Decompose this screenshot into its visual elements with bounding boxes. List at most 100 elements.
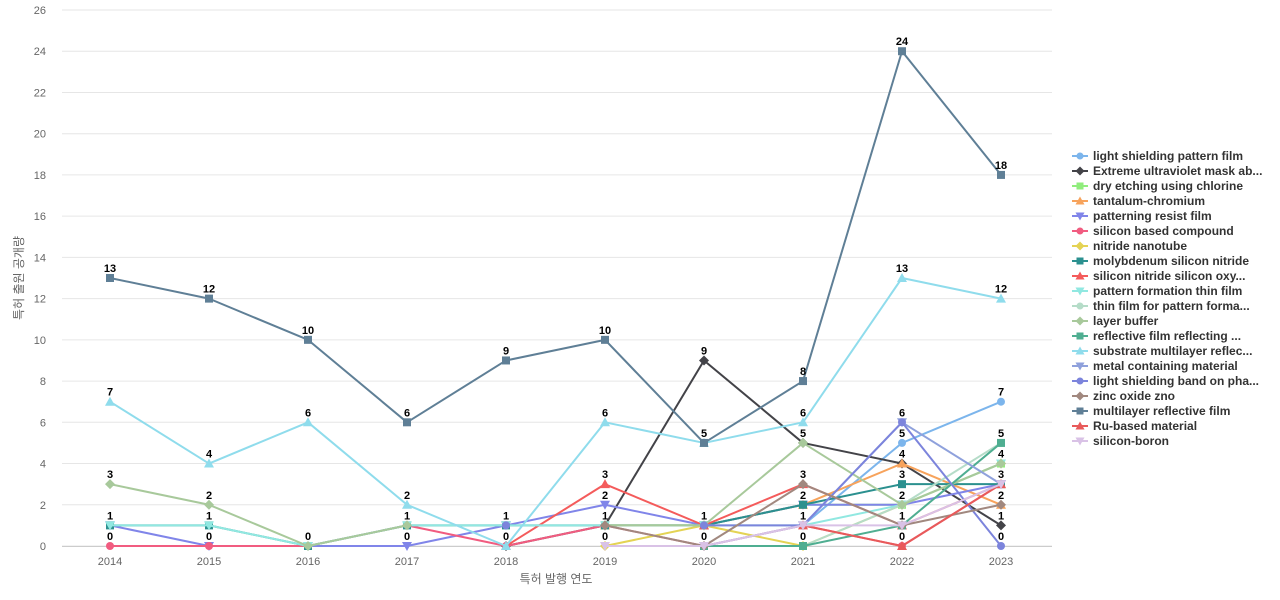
legend-item[interactable]: pattern formation thin film bbox=[1072, 284, 1242, 298]
data-point bbox=[205, 294, 213, 303]
data-label: 3 bbox=[899, 469, 905, 481]
data-label: 2 bbox=[206, 490, 212, 502]
legend-label: zinc oxide zno bbox=[1093, 389, 1175, 403]
data-point bbox=[600, 479, 610, 489]
y-tick-label: 20 bbox=[34, 129, 46, 141]
series-line bbox=[109, 50, 1002, 444]
data-label: 0 bbox=[206, 531, 212, 543]
legend-label: dry etching using chlorine bbox=[1093, 179, 1243, 193]
data-label: 1 bbox=[998, 510, 1004, 522]
y-tick-label: 8 bbox=[40, 376, 46, 388]
data-point bbox=[997, 170, 1005, 179]
legend-item[interactable]: patterning resist film bbox=[1072, 209, 1212, 223]
data-label: 1 bbox=[503, 510, 509, 522]
legend-item[interactable]: substrate multilayer reflec... bbox=[1072, 344, 1252, 358]
data-point bbox=[996, 499, 1006, 510]
data-label: 13 bbox=[896, 263, 908, 275]
data-point bbox=[600, 500, 610, 510]
x-tick-label: 2019 bbox=[593, 556, 617, 568]
data-point bbox=[700, 521, 708, 530]
legend-item[interactable]: molybdenum silicon nitride bbox=[1072, 254, 1249, 268]
x-tick-label: 2015 bbox=[197, 556, 221, 568]
data-label: 4 bbox=[998, 449, 1005, 461]
data-point bbox=[105, 479, 115, 490]
x-axis: 2014 2015 2016 2017 2018 2019 2020 2021 2022 2023 bbox=[62, 546, 1052, 568]
legend-item[interactable]: multilayer reflective film bbox=[1072, 404, 1230, 418]
series-line bbox=[109, 277, 1002, 547]
legend-item[interactable]: reflective film reflecting ... bbox=[1072, 329, 1241, 343]
y-tick-label: 14 bbox=[34, 252, 46, 264]
legend-marker bbox=[1076, 182, 1084, 190]
data-label: 1 bbox=[206, 510, 212, 522]
x-axis-title: 특허 발행 연도 bbox=[520, 571, 593, 586]
x-tick-label: 2020 bbox=[692, 556, 716, 568]
data-point bbox=[798, 437, 808, 448]
legend-item[interactable]: silicon-boron bbox=[1072, 434, 1169, 448]
data-label: 6 bbox=[899, 407, 905, 419]
data-point bbox=[898, 47, 906, 56]
legend-label: silicon-boron bbox=[1093, 434, 1169, 448]
legend-label: multilayer reflective film bbox=[1093, 404, 1230, 418]
data-point bbox=[897, 499, 907, 510]
data-point bbox=[501, 541, 511, 550]
series-group bbox=[105, 47, 1006, 551]
legend-item[interactable]: metal containing material bbox=[1072, 359, 1238, 373]
y-tick-label: 24 bbox=[34, 46, 46, 58]
data-label: 0 bbox=[701, 531, 707, 543]
grid-lines bbox=[62, 9, 1052, 547]
legend-marker bbox=[1075, 241, 1085, 251]
data-label: 1 bbox=[107, 510, 113, 522]
data-label: 8 bbox=[800, 366, 806, 378]
legend-label: substrate multilayer reflec... bbox=[1093, 344, 1252, 358]
data-point bbox=[502, 521, 510, 530]
data-point bbox=[897, 458, 907, 468]
legend-item[interactable]: silicon based compound bbox=[1072, 224, 1234, 238]
data-point bbox=[601, 335, 609, 344]
y-tick-label: 22 bbox=[34, 87, 46, 99]
data-label: 1 bbox=[899, 510, 905, 522]
legend-label: silicon based compound bbox=[1093, 224, 1234, 238]
series-layer-buffer bbox=[105, 437, 1006, 551]
y-tick-label: 16 bbox=[34, 211, 46, 223]
legend-marker bbox=[1075, 437, 1085, 446]
legend-label: thin film for pattern forma... bbox=[1093, 299, 1250, 313]
legend-item[interactable]: zinc oxide zno bbox=[1072, 389, 1175, 403]
legend-label: molybdenum silicon nitride bbox=[1093, 254, 1249, 268]
legend-item[interactable]: silicon nitride silicon oxy... bbox=[1072, 269, 1245, 283]
series-extreme-ultraviolet-mask-ab bbox=[501, 355, 1006, 551]
data-point bbox=[600, 417, 610, 427]
legend-item[interactable]: Ru-based material bbox=[1072, 419, 1197, 433]
data-label: 0 bbox=[800, 531, 806, 543]
data-point bbox=[798, 479, 808, 490]
data-label: 0 bbox=[602, 531, 608, 543]
data-point bbox=[106, 542, 114, 550]
legend-item[interactable]: layer buffer bbox=[1072, 314, 1159, 328]
legend-item[interactable]: thin film for pattern forma... bbox=[1072, 299, 1250, 313]
data-point bbox=[105, 396, 115, 406]
data-label: 0 bbox=[503, 531, 509, 543]
data-label: 6 bbox=[800, 407, 806, 419]
legend-item[interactable]: Extreme ultraviolet mask ab... bbox=[1072, 164, 1262, 178]
x-tick-label: 2021 bbox=[791, 556, 815, 568]
x-tick-label: 2018 bbox=[494, 556, 518, 568]
legend-label: Ru-based material bbox=[1093, 419, 1197, 433]
legend-item[interactable]: light shielding pattern film bbox=[1072, 149, 1243, 163]
y-tick-label: 12 bbox=[34, 294, 46, 306]
data-label: 12 bbox=[203, 284, 215, 296]
legend-item[interactable]: dry etching using chlorine bbox=[1072, 179, 1243, 193]
legend-item[interactable]: tantalum-chromium bbox=[1072, 194, 1205, 208]
data-label: 9 bbox=[503, 345, 509, 357]
data-point bbox=[799, 500, 807, 509]
data-label: 6 bbox=[404, 407, 410, 419]
legend-marker bbox=[1075, 166, 1085, 176]
data-label: 5 bbox=[998, 428, 1004, 440]
legend-item[interactable]: nitride nanotube bbox=[1072, 239, 1187, 253]
data-point bbox=[600, 542, 610, 551]
data-point bbox=[699, 355, 709, 366]
data-label: 1 bbox=[602, 510, 608, 522]
legend-marker bbox=[1076, 227, 1084, 235]
legend-marker bbox=[1075, 391, 1085, 401]
legend-item[interactable]: light shielding band on pha... bbox=[1072, 374, 1259, 388]
data-point bbox=[303, 417, 313, 427]
